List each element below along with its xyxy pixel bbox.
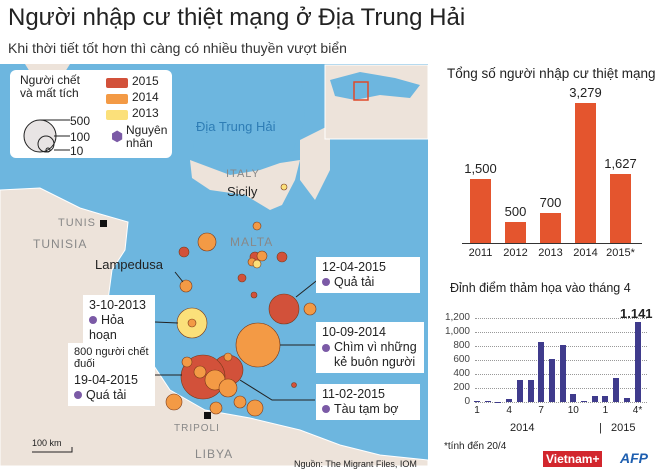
y-tick-label: 1,000: [444, 326, 470, 337]
x-tick-label: 7: [538, 405, 544, 416]
page-subtitle: Khi thời tiết tốt hơn thì càng có nhiều …: [8, 40, 347, 56]
callout-3-10-2013: 3-10-2013 Hỏa hoạn: [83, 295, 155, 346]
label-lampedusa: Lampedusa: [95, 257, 163, 272]
monthly-bar: [527, 380, 534, 402]
callout-11-02-2015: 11-02-2015 Tàu tạm bợ: [316, 384, 420, 420]
label-sicily: Sicily: [227, 184, 258, 199]
legend-label-2013: 2013: [132, 106, 159, 120]
monthly-bar: [570, 393, 577, 402]
legend-swatch-2014: [106, 94, 128, 104]
annual-bar: [470, 178, 491, 243]
x-tick-label: 10: [567, 405, 579, 416]
monthly-bar: [602, 396, 609, 402]
x-tick-label: 1: [602, 405, 609, 416]
monthly-bar: [591, 395, 598, 402]
annual-category-label: 2013: [538, 247, 563, 259]
label-italy: ITALY: [226, 168, 260, 180]
monthly-bar: [559, 345, 566, 402]
annual-value-label: 1,500: [464, 160, 497, 176]
annual-axis: [462, 243, 642, 244]
monthly-bar: [613, 378, 620, 402]
annual-value-label: 500: [504, 203, 527, 219]
scale-bar-label: 100 km: [32, 438, 62, 448]
x-tick-label: 4: [506, 405, 512, 416]
annual-value-label: 1,627: [604, 155, 637, 171]
sea-label: Địa Trung Hải: [196, 119, 276, 134]
y-tick-label: 1,200: [444, 312, 470, 323]
annual-category-label: 2012: [503, 247, 528, 259]
annual-bar: [540, 213, 561, 243]
legend-swatch-2015: [106, 78, 128, 88]
map-legend: Người chết và mất tích 500 100 10 2015 2…: [10, 70, 172, 158]
legend-label-2014: 2014: [132, 90, 159, 104]
callout-12-04-2015: 12-04-2015 Quả tải: [316, 257, 420, 293]
label-libya: LIBYA: [195, 447, 234, 461]
monthly-bar: [548, 359, 555, 402]
y-gridline: [475, 332, 647, 333]
afp-logo: AFP: [620, 450, 648, 466]
annual-value-label: 700: [539, 195, 562, 211]
legend-size-title: Người chết: [20, 73, 80, 87]
annual-category-label: 2011: [468, 247, 493, 259]
monthly-bar: [581, 400, 587, 402]
y-gridline: [475, 318, 647, 319]
page-title: Người nhập cư thiệt mạng ở Địa Trung Hải: [8, 4, 466, 31]
monthly-bar: [538, 341, 545, 402]
y-tick-label: 0: [464, 396, 470, 407]
label-tunis: TUNIS: [58, 217, 96, 229]
annual-category-label: 2015*: [606, 247, 635, 259]
hexagon-icon: ⬢: [111, 128, 124, 144]
group-label-2015: 2015: [611, 422, 636, 434]
group-label-2014: 2014: [510, 422, 535, 434]
annual-chart-title: Tổng số người nhập cư thiệt mạng: [447, 66, 656, 81]
annual-bar: [575, 103, 596, 243]
annual-bar: [505, 221, 526, 243]
y-gridline: [475, 402, 647, 403]
label-tunisia: TUNISIA: [33, 237, 88, 251]
callout-10-09-2014: 10-09-2014 Chìm vì những kẻ buôn người: [316, 322, 424, 373]
annual-bar: [610, 173, 631, 243]
inset-map: [324, 64, 428, 140]
legend-size-circles: [23, 119, 70, 153]
legend-label-2015: 2015: [132, 74, 159, 88]
footnote: *tính đến 20/4: [444, 441, 507, 452]
monthly-bar: [634, 322, 641, 402]
annual-category-label: 2014: [573, 247, 598, 259]
land-italy-top: [185, 64, 305, 158]
monthly-highlight-label: 1.141: [620, 306, 653, 322]
y-tick-label: 200: [453, 382, 470, 393]
callout-19-04-2015: 800 người chết đuối 19-04-2015 Quá tải: [68, 343, 155, 406]
incident-circles: [165, 183, 317, 417]
y-tick-label: 800: [453, 340, 470, 351]
legend-size-500: 500: [70, 114, 91, 128]
land-sicily: [190, 160, 300, 210]
x-tick-label: 1: [474, 405, 480, 416]
legend-size-100: 100: [70, 130, 91, 144]
y-tick-label: 400: [453, 368, 470, 379]
label-tripoli: TRIPOLI: [174, 423, 220, 434]
legend-swatch-2013: [106, 110, 128, 120]
annual-value-label: 3,279: [569, 85, 602, 100]
x-tick-label: 4*: [632, 405, 643, 416]
label-malta: MALTA: [230, 235, 274, 249]
source-note: Nguồn: The Migrant Files, IOM: [294, 459, 417, 469]
monthly-bar: [506, 398, 513, 402]
legend-size-10: 10: [70, 144, 84, 158]
y-tick-label: 600: [453, 354, 470, 365]
monthly-bar: [484, 400, 491, 402]
vietnamplus-logo: Vietnam+: [543, 451, 603, 467]
monthly-chart-title: Đỉnh điểm thảm họa vào tháng 4: [450, 281, 631, 295]
monthly-bar: [516, 379, 523, 402]
monthly-bar: [474, 401, 480, 402]
group-separator: |: [599, 422, 602, 434]
legend-size-title-2: và mất tích: [20, 86, 79, 100]
monthly-bar: [623, 397, 630, 402]
legend-cause: Nguyên nhân: [126, 123, 168, 150]
